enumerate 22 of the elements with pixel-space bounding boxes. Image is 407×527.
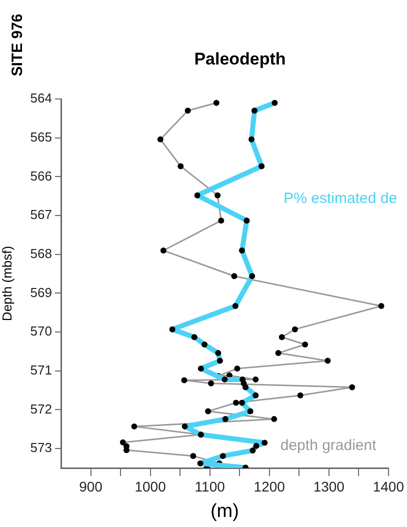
x-tick-label: 1200 bbox=[254, 478, 286, 494]
x-tick-label: 1400 bbox=[372, 478, 404, 494]
series-label: P% estimated de bbox=[284, 190, 398, 207]
y-tick-label: 570 bbox=[30, 324, 52, 339]
x-tick-label: 1100 bbox=[194, 478, 226, 494]
y-tick-label: 572 bbox=[30, 401, 52, 416]
y-tick-label: 568 bbox=[30, 246, 52, 261]
x-tick-label: 900 bbox=[79, 478, 103, 494]
x-axis-title: (m) bbox=[210, 500, 239, 522]
y-tick-label: 573 bbox=[30, 440, 52, 456]
y-tick-label: 564 bbox=[30, 90, 52, 106]
x-tick-label: 1300 bbox=[313, 478, 345, 494]
y-axis-title: Depth (mbsf) bbox=[0, 246, 14, 322]
y-tick-label: 567 bbox=[30, 207, 52, 222]
text: SITE 976 bbox=[9, 14, 26, 76]
chart-title: Paleodepth bbox=[194, 50, 286, 69]
y-tick-label: 566 bbox=[30, 168, 52, 184]
series-label: depth gradient bbox=[280, 437, 378, 454]
x-tick-label: 1000 bbox=[134, 478, 166, 494]
y-tick-label: 569 bbox=[30, 284, 52, 300]
y-tick-label: 565 bbox=[30, 129, 52, 144]
y-tick-label: 571 bbox=[30, 362, 52, 378]
